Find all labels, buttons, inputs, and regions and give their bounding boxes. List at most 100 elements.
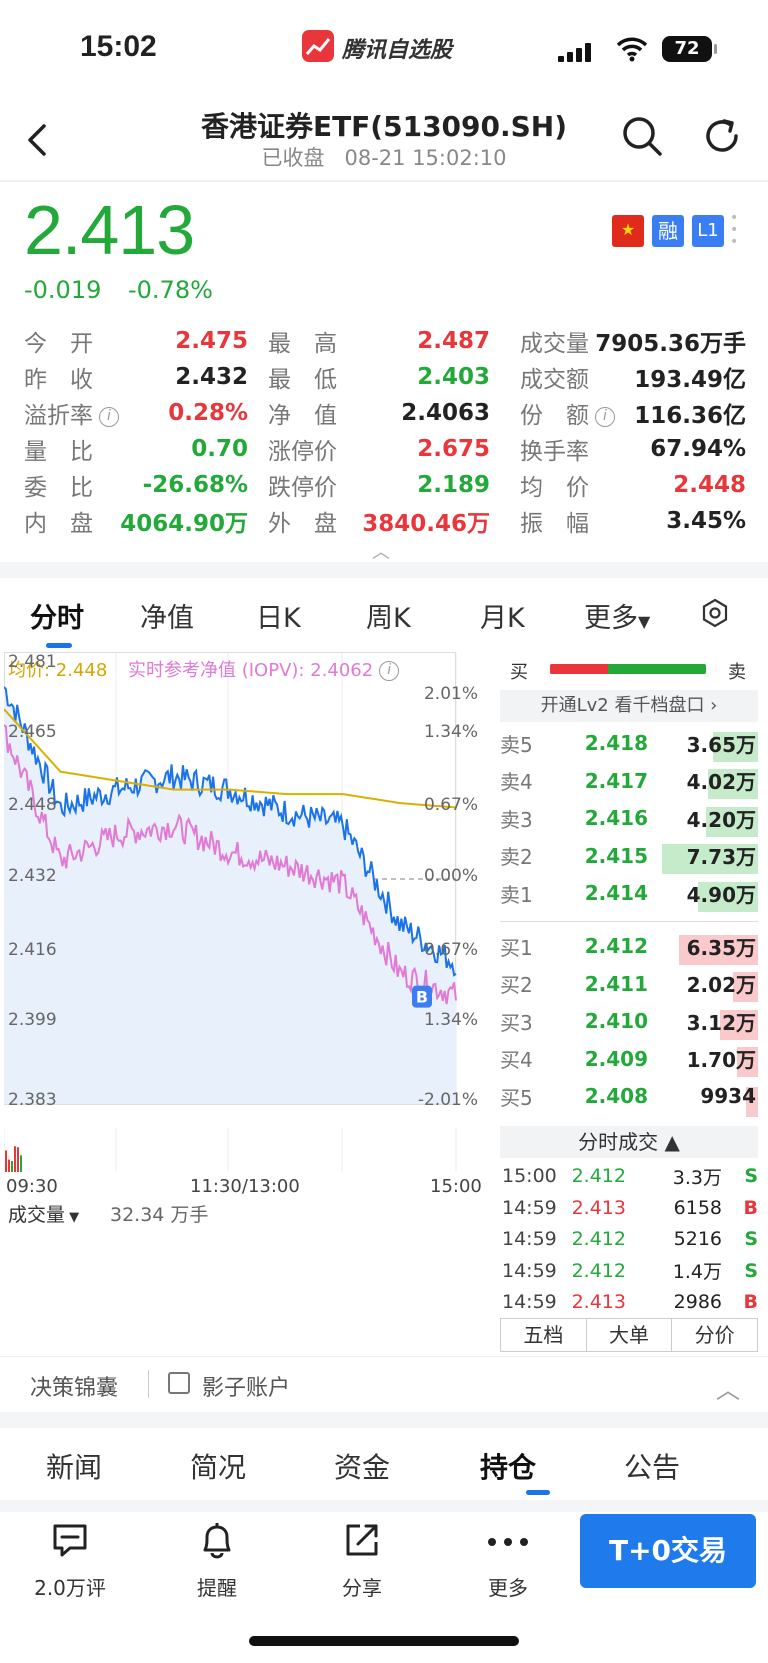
buy-label: 买 — [510, 662, 528, 683]
lv2-upgrade-link[interactable]: 开通Lv2 看千档盘口 › — [500, 690, 758, 722]
stat-item: 昨 收 2.432 — [24, 360, 248, 394]
more-button[interactable]: 更多 — [458, 1520, 558, 1601]
stat-value: 2.487 — [417, 328, 490, 354]
orderbook-tabs: 五档 大单 分价 — [500, 1318, 758, 1352]
y-tick-percent: -2.01% — [417, 1090, 478, 1110]
alert-button[interactable]: 提醒 — [167, 1520, 267, 1601]
wifi-icon — [616, 36, 648, 66]
comments-count: 2.0万评 — [34, 1576, 106, 1600]
header-divider — [0, 180, 768, 182]
stat-label: 量 比 — [24, 439, 93, 465]
tab-overview[interactable]: 简况 — [190, 1451, 247, 1484]
tab-news[interactable]: 新闻 — [46, 1451, 103, 1484]
shadow-account-link[interactable]: 影子账户 — [202, 1376, 291, 1401]
trade-side: S — [744, 1228, 758, 1250]
stat-label-wrap: 跌停价 — [268, 468, 337, 502]
comments-button[interactable]: 2.0万评 — [20, 1520, 120, 1601]
stat-label: 最 低 — [268, 367, 337, 393]
level-volume-cell: 7.73万 — [648, 841, 758, 874]
collapse-icon[interactable]: ︿ — [716, 1376, 740, 1404]
stat-label-wrap: 振 幅 — [520, 504, 589, 538]
tab-big-orders[interactable]: 大单 — [587, 1319, 673, 1351]
trade-button[interactable]: T+0交易 — [580, 1514, 756, 1588]
level-volume-cell: 4.90万 — [648, 879, 758, 912]
level-volume-cell: 2.02万 — [648, 969, 758, 1002]
stat-item: 量 比 0.70 — [24, 432, 248, 466]
stat-label-wrap: 内 盘 — [24, 504, 93, 538]
tab-weekly-k[interactable]: 周K — [366, 603, 411, 634]
intraday-chart[interactable]: B — [4, 652, 486, 1172]
expand-stats-icon[interactable]: ︿ — [372, 542, 390, 563]
back-icon[interactable] — [18, 120, 58, 160]
more-dots-icon[interactable]: • • • — [730, 210, 739, 250]
settings-icon[interactable] — [700, 598, 730, 628]
level-price: 2.418 — [584, 731, 648, 755]
buy-marker[interactable]: B — [412, 985, 432, 1008]
level-price: 2.411 — [584, 971, 648, 996]
level-price: 2.410 — [584, 1009, 648, 1033]
stat-label: 今 开 — [24, 331, 93, 357]
level-volume-bar — [679, 934, 758, 965]
y-tick-price: 2.481 — [8, 652, 57, 672]
stat-value: 0.28% — [168, 400, 248, 426]
home-indicator[interactable] — [249, 1636, 519, 1646]
ask-level[interactable]: 卖2 2.415 7.73万 — [500, 838, 758, 874]
volume-bar — [5, 1150, 7, 1172]
info-icon[interactable]: i — [595, 406, 615, 427]
info-icon[interactable]: i — [379, 661, 400, 681]
bid-level[interactable]: 买1 2.412 6.35万 — [500, 928, 758, 965]
bid-level[interactable]: 买3 2.410 3.12万 — [500, 1003, 758, 1040]
share-label: 分享 — [342, 1576, 382, 1600]
tab-announcements[interactable]: 公告 — [624, 1451, 681, 1484]
iopv-legend-text: 实时参考净值 (IOPV): 2.4062 — [128, 660, 374, 681]
stat-item: 委 比 -26.68% — [24, 468, 248, 502]
level-price: 2.408 — [584, 1084, 648, 1108]
tab-more[interactable]: 更多▼ — [584, 596, 650, 635]
stat-label-wrap: 溢折率 i — [24, 396, 119, 430]
bid-level[interactable]: 买5 2.408 9934 — [500, 1078, 758, 1117]
tab-nav[interactable]: 净值 — [140, 603, 194, 634]
trade-vol: 3.3万 — [672, 1166, 722, 1189]
ask-level[interactable]: 卖5 2.418 3.65万 — [500, 725, 758, 762]
tab-daily-k[interactable]: 日K — [256, 603, 301, 634]
level-badge[interactable]: L1 — [692, 215, 724, 247]
ask-level[interactable]: 卖4 2.417 4.02万 — [500, 763, 758, 799]
tab-intraday[interactable]: 分时 — [30, 603, 84, 634]
margin-badge[interactable]: 融 — [652, 215, 684, 247]
y-tick-percent: 0.67% — [423, 795, 478, 815]
tab-monthly-k[interactable]: 月K — [480, 603, 525, 634]
level-name: 买3 — [500, 1010, 533, 1035]
trade-price: 2.412 — [571, 1259, 626, 1282]
ask-level[interactable]: 卖1 2.414 4.90万 — [500, 875, 758, 912]
bid-level[interactable]: 买4 2.409 1.70万 — [500, 1041, 758, 1077]
stat-item: 份 额 i 116.36亿 — [520, 396, 746, 430]
decision-tips-link[interactable]: 决策锦囊 — [30, 1376, 119, 1401]
level-price: 2.414 — [584, 881, 648, 905]
trade-price: 2.412 — [571, 1228, 626, 1250]
signal-icon — [558, 42, 591, 62]
level-volume-cell: 4.20万 — [648, 804, 758, 837]
tab-holdings[interactable]: 持仓 — [480, 1451, 537, 1484]
y-tick-price: 2.383 — [8, 1090, 57, 1110]
stat-item: 换手率 67.94% — [520, 432, 746, 466]
stat-value: 0.70 — [191, 436, 248, 462]
level-name: 卖4 — [500, 770, 533, 794]
dropdown-icon: ▼ — [638, 612, 651, 631]
last-price: 2.413 — [24, 191, 195, 269]
info-icon[interactable]: i — [99, 406, 119, 427]
refresh-icon[interactable] — [700, 114, 744, 162]
orderbook-divider — [500, 921, 758, 922]
volume-dropdown[interactable]: 成交量 ▼ — [8, 1200, 79, 1227]
tab-funds[interactable]: 资金 — [334, 1451, 391, 1484]
stat-item: 均 价 2.448 — [520, 468, 746, 502]
trades-toggle[interactable]: 分时成交 ▲ — [500, 1126, 758, 1158]
share-button[interactable]: 分享 — [312, 1520, 412, 1601]
tab-five-levels[interactable]: 五档 — [501, 1319, 587, 1351]
price-change: -0.019 — [24, 276, 102, 304]
bid-level[interactable]: 买2 2.411 2.02万 — [500, 966, 758, 1002]
volume-bar — [11, 1160, 13, 1172]
search-icon[interactable] — [620, 114, 664, 162]
tab-price-distribution[interactable]: 分价 — [694, 1323, 735, 1347]
ask-level[interactable]: 卖3 2.416 4.20万 — [500, 800, 758, 837]
